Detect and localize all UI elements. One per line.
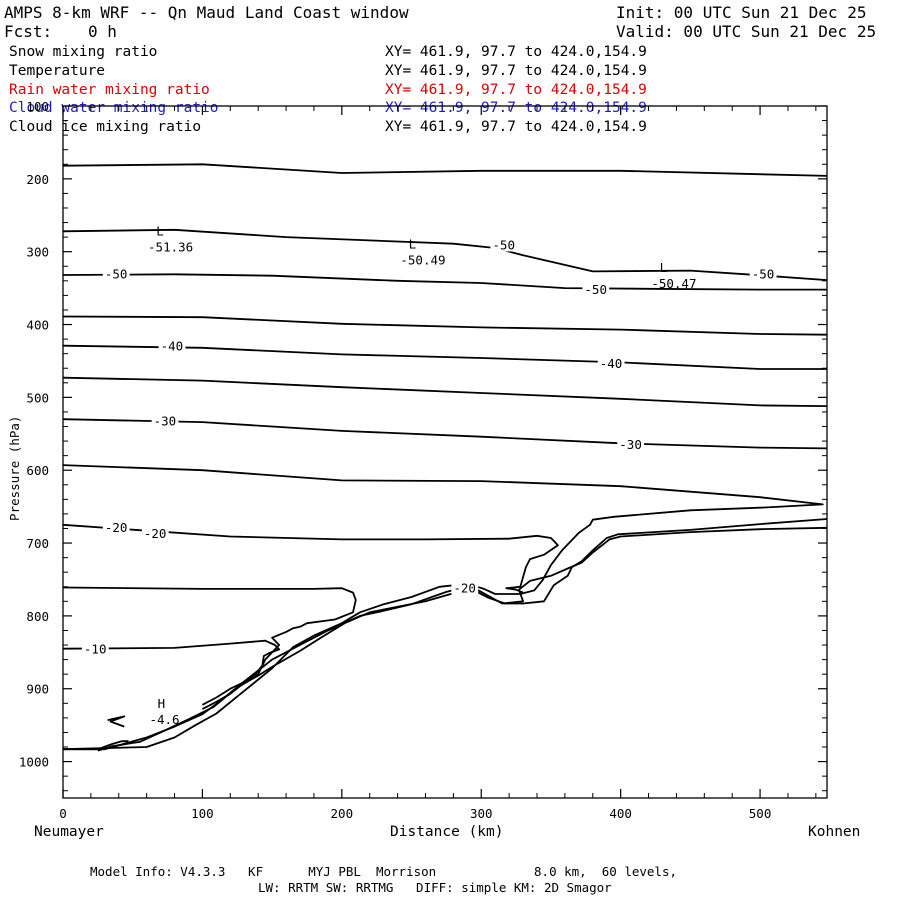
y-tick-label: 700 [26, 536, 49, 551]
x-tick-label: 0 [59, 806, 67, 821]
contour-label: -20 [144, 526, 167, 541]
temperature-contour [62, 315, 828, 336]
extremum-marker: H [158, 696, 166, 711]
init-time: Init: 00 UTC Sun 21 Dec 25 [616, 3, 867, 22]
y-tick-label: 300 [26, 245, 49, 260]
contour-label-mask [102, 519, 130, 535]
contour-label-mask [151, 412, 179, 428]
y-tick-label: 600 [26, 463, 49, 478]
y-tick-label: 200 [26, 172, 49, 187]
temperature-contour [97, 526, 828, 752]
forecast-hour: 0 h [88, 22, 117, 41]
x-tick-label: 300 [470, 806, 493, 821]
temperature-contour [62, 228, 828, 281]
contour-label: -30 [154, 414, 177, 429]
extremum-value: -4.6 [149, 712, 179, 727]
contour-label-mask [141, 524, 169, 540]
temperature-contour [62, 163, 828, 177]
field-name-temperature: Temperature [9, 63, 106, 79]
axis-ticks: 0 100 200 300 400 500 100 200 300 400 500 600 700 800… [19, 99, 827, 821]
contour-label: -50 [105, 267, 128, 282]
temperature-contour [62, 464, 824, 751]
model-info-line: Model Info: V4.3.3 KF MYJ PBL Morrison 8… [90, 864, 677, 879]
temperature-contour [107, 715, 126, 728]
temperature-contour [62, 344, 827, 370]
temperature-contour [62, 639, 280, 706]
temperature-contour [63, 740, 129, 751]
field-xy-rain: XY= 461.9, 97.7 to 424.0,154.9 [385, 82, 647, 98]
forecast-label: Fcst: [4, 22, 53, 41]
model-physics-line: LW: RRTM SW: RRTMG DIFF: simple KM: 2D S… [258, 880, 612, 895]
contour-label-mask [749, 265, 777, 281]
field-name-snow: Snow mixing ratio [9, 44, 158, 60]
contour-label: -10 [84, 642, 107, 657]
temperature-contour [62, 273, 827, 291]
field-xy-temperature: XY= 461.9, 97.7 to 424.0,154.9 [385, 63, 647, 79]
extremum-marker: L [660, 260, 668, 275]
plot-title: AMPS 8-km WRF -- Qn Maud Land Coast wind… [4, 3, 409, 22]
contour-label: -20 [453, 580, 476, 595]
contour-label-mask [102, 265, 130, 281]
x-tick-label: 400 [609, 806, 632, 821]
y-tick-label: 900 [26, 682, 49, 697]
contour-label-mask [582, 280, 610, 296]
y-tick-label: 1000 [19, 755, 49, 770]
field-xy-cloud-water: XY= 461.9, 97.7 to 424.0,154.9 [385, 100, 647, 116]
extremum-value: -50.47 [651, 276, 696, 291]
contour-label-mask [158, 337, 186, 353]
contour-label: -50 [584, 282, 607, 297]
x-axis-label: Distance (km) [390, 824, 504, 840]
contour-label: -50 [752, 267, 775, 282]
extremum-marker: L [156, 223, 164, 238]
y-axis-label: Pressure (hPa) [6, 415, 22, 521]
contour-label: -30 [619, 437, 642, 452]
left-station-label: Neumayer [34, 824, 104, 840]
contour-label: -40 [600, 356, 623, 371]
y-tick-label: 800 [26, 609, 49, 624]
temperature-contour [62, 418, 828, 450]
x-tick-label: 500 [749, 806, 772, 821]
extremum-marker: L [409, 237, 417, 252]
temperature-contour [62, 523, 559, 594]
contour-label-mask [617, 435, 645, 451]
contour-label: -40 [161, 339, 184, 354]
temperature-contour [62, 586, 357, 710]
y-tick-label: 100 [26, 99, 49, 114]
contour-label: -50 [492, 237, 515, 252]
right-station-label: Kohnen [808, 824, 861, 840]
valid-time: Valid: 00 UTC Sun 21 Dec 25 [616, 22, 877, 41]
field-name-cloud-ice: Cloud ice mixing ratio [9, 119, 202, 135]
temperature-contour [62, 376, 828, 407]
field-name-cloud-water: Cloud water mixing ratio [9, 100, 219, 116]
plot-frame [62, 105, 828, 799]
contour-label-mask [490, 236, 518, 252]
extremum-value: -50.49 [400, 253, 445, 268]
x-tick-label: 200 [331, 806, 354, 821]
contour-label-mask [81, 640, 109, 656]
contour-labels: -50-50-50-50-40-40-30-30-20 -20-20-10L-51… [81, 223, 777, 727]
contour-label: -20 [105, 520, 128, 535]
field-name-rain: Rain water mixing ratio [9, 82, 210, 98]
y-tick-label: 400 [26, 318, 49, 333]
contour-label-mask [597, 355, 625, 371]
field-xy-cloud-ice: XY= 461.9, 97.7 to 424.0,154.9 [385, 119, 647, 135]
extremum-value: -51.36 [148, 239, 193, 254]
x-tick-label: 100 [191, 806, 214, 821]
field-xy-snow: XY= 461.9, 97.7 to 424.0,154.9 [385, 44, 647, 60]
y-tick-label: 500 [26, 390, 49, 405]
contour-label-mask [451, 579, 479, 595]
